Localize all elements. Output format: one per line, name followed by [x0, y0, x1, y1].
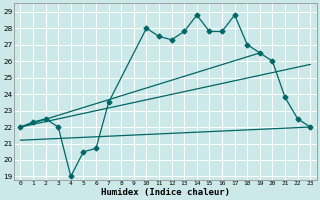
X-axis label: Humidex (Indice chaleur): Humidex (Indice chaleur): [101, 188, 230, 197]
